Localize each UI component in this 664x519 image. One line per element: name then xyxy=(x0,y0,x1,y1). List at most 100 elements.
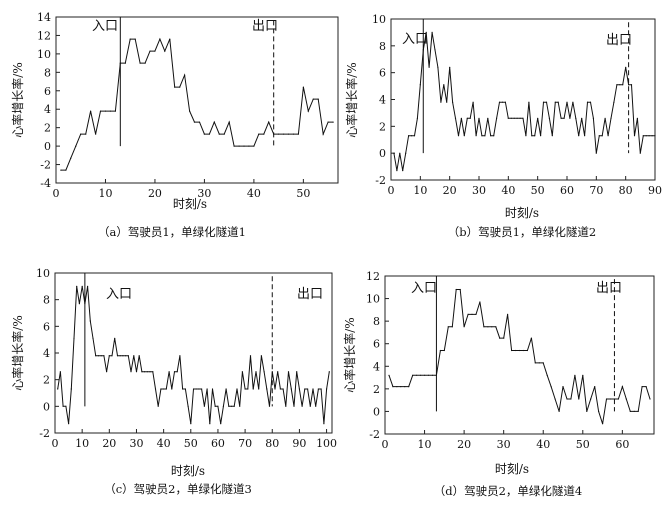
data-point xyxy=(416,117,418,119)
data-point xyxy=(211,388,214,390)
data-point xyxy=(630,84,633,86)
data-point xyxy=(268,121,270,123)
data-point xyxy=(471,313,473,315)
data-point xyxy=(475,313,477,315)
data-point xyxy=(163,388,165,390)
data-point xyxy=(184,74,186,76)
data-point xyxy=(507,313,509,315)
data-point xyxy=(244,388,246,390)
data-point xyxy=(602,423,604,425)
x-tick-label: 0 xyxy=(52,437,59,450)
x-tick-label: 10 xyxy=(98,187,112,200)
panel-caption: （d）驾驶员2，单绿化隧道4 xyxy=(434,484,583,498)
data-point xyxy=(570,398,572,400)
exit-label: 出口 xyxy=(606,33,632,48)
data-point xyxy=(179,355,181,357)
data-point xyxy=(531,135,533,137)
data-point xyxy=(483,326,485,328)
x-tick-label: 40 xyxy=(247,187,261,200)
data-point xyxy=(501,101,504,103)
x-tick-label: 0 xyxy=(388,184,395,197)
data-point xyxy=(504,101,506,103)
data-point xyxy=(451,326,453,328)
data-point xyxy=(507,117,509,119)
data-point xyxy=(589,101,592,103)
data-point xyxy=(542,101,545,103)
data-point xyxy=(413,135,416,137)
data-point xyxy=(443,349,445,352)
data-point xyxy=(466,117,468,119)
data-point xyxy=(491,326,493,328)
data-point xyxy=(87,285,89,287)
data-point xyxy=(447,326,449,328)
y-tick-label: 8 xyxy=(379,40,386,53)
data-point xyxy=(522,117,524,119)
data-point xyxy=(537,117,539,119)
y-tick-label: 0 xyxy=(373,405,380,418)
data-point xyxy=(487,117,489,119)
data-point xyxy=(218,133,220,135)
data-point xyxy=(396,386,398,388)
data-point xyxy=(154,50,156,52)
data-point xyxy=(169,38,171,40)
data-point xyxy=(584,135,586,137)
data-point xyxy=(320,388,322,390)
y-tick-label: 2 xyxy=(43,374,50,387)
data-point xyxy=(65,169,67,171)
data-point xyxy=(572,101,574,103)
data-point xyxy=(511,349,513,352)
y-tick-label: 0 xyxy=(43,400,50,413)
data-point xyxy=(201,388,203,390)
data-point xyxy=(214,405,216,407)
data-point xyxy=(248,145,250,147)
y-tick-label: -2 xyxy=(369,428,380,441)
x-tick-label: 60 xyxy=(560,184,574,197)
data-point xyxy=(90,110,92,112)
data-point xyxy=(566,101,568,103)
data-point xyxy=(97,355,100,357)
data-point xyxy=(590,398,592,400)
data-point xyxy=(104,110,107,112)
data-point xyxy=(271,371,273,373)
y-tick-label: 6 xyxy=(43,320,50,333)
data-point xyxy=(396,170,398,172)
data-point xyxy=(326,388,328,390)
data-point xyxy=(562,386,564,388)
x-tick-label: 50 xyxy=(531,184,545,197)
data-point xyxy=(327,121,329,123)
data-point xyxy=(152,371,154,373)
data-point xyxy=(481,135,483,137)
data-point xyxy=(182,388,184,390)
data-point xyxy=(278,133,280,135)
data-point xyxy=(400,386,402,388)
data-point xyxy=(322,133,324,135)
data-point xyxy=(282,388,284,390)
entry-label: 入口 xyxy=(106,287,132,302)
x-tick-label: 100 xyxy=(316,437,337,450)
data-point xyxy=(287,371,290,373)
data-point xyxy=(206,388,208,390)
data-point xyxy=(493,135,495,137)
data-point xyxy=(193,121,196,123)
data-point xyxy=(554,398,556,400)
data-point xyxy=(566,398,568,400)
x-tick-label: 60 xyxy=(615,438,629,451)
data-point xyxy=(427,374,430,376)
data-point xyxy=(260,355,262,357)
y-tick-label: 8 xyxy=(44,66,51,79)
data-point xyxy=(645,135,647,137)
x-tick-label: 70 xyxy=(589,184,603,197)
y-tick-label: 14 xyxy=(37,11,51,24)
y-tick-label: 12 xyxy=(37,29,51,42)
data-point xyxy=(89,320,91,322)
data-point xyxy=(522,349,525,352)
x-tick-label: 40 xyxy=(501,184,515,197)
y-tick-label: 10 xyxy=(36,267,50,280)
data-point xyxy=(392,386,394,388)
y-tick-label: 10 xyxy=(366,293,380,306)
data-point xyxy=(249,355,252,357)
data-point xyxy=(619,84,621,86)
data-point xyxy=(410,135,413,137)
y-axis-title: 心率增长率/% xyxy=(10,315,25,390)
